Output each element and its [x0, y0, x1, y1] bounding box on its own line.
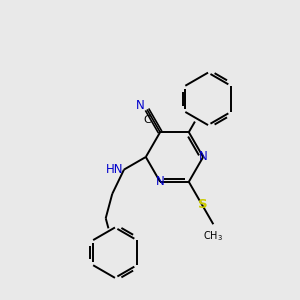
Text: N: N	[199, 151, 208, 164]
Text: N: N	[156, 175, 164, 188]
Text: CH$_3$: CH$_3$	[203, 230, 223, 243]
Text: C: C	[144, 115, 152, 125]
Text: HN: HN	[106, 163, 123, 176]
Text: S: S	[198, 198, 208, 211]
Text: N: N	[136, 100, 145, 112]
